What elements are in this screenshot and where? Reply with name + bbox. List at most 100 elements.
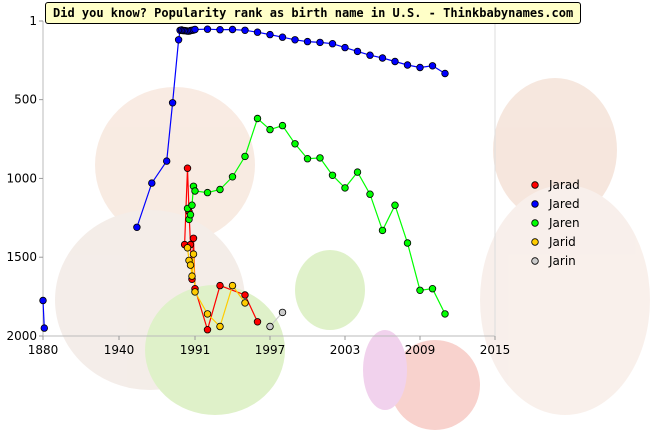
data-point-jaren bbox=[241, 152, 249, 161]
data-point-jarid bbox=[203, 310, 212, 318]
data-point-jaren bbox=[266, 125, 274, 134]
data-point-jarin bbox=[266, 322, 274, 331]
y-tick-label: 2000 bbox=[6, 329, 37, 343]
data-point-jaren bbox=[188, 201, 196, 209]
legend-label-jarad: Jarad bbox=[548, 178, 580, 192]
data-point-jared bbox=[39, 296, 47, 305]
data-point-jared bbox=[441, 69, 449, 78]
data-point-jaren bbox=[203, 188, 212, 197]
x-tick-label: 1997 bbox=[255, 343, 286, 357]
series-points bbox=[39, 25, 449, 334]
data-point-jaren bbox=[353, 168, 362, 176]
data-point-jarid bbox=[216, 322, 224, 331]
x-tick-label: 1991 bbox=[180, 343, 211, 357]
y-tick-label: 1 bbox=[29, 14, 37, 28]
data-point-jaren bbox=[416, 286, 424, 294]
data-point-jaren bbox=[216, 185, 224, 194]
y-tick-label: 1500 bbox=[6, 250, 37, 264]
data-point-jaren bbox=[403, 239, 412, 247]
legend-label-jared: Jared bbox=[548, 197, 580, 211]
green-toy bbox=[145, 285, 285, 415]
legend-label-jarid: Jarid bbox=[548, 235, 576, 249]
data-point-jared bbox=[266, 30, 274, 39]
legend-marker-jarid bbox=[531, 238, 539, 246]
data-point-jared bbox=[366, 51, 374, 59]
data-point-jaren bbox=[228, 173, 237, 181]
legend-marker-jaren bbox=[531, 219, 539, 227]
legend-label-jaren: Jaren bbox=[548, 216, 580, 230]
data-point-jarid bbox=[241, 299, 249, 307]
data-point-jared bbox=[428, 62, 437, 70]
data-point-jaren bbox=[328, 171, 337, 179]
data-point-jared bbox=[168, 99, 177, 107]
data-point-jared bbox=[241, 26, 249, 34]
data-point-jared bbox=[162, 157, 171, 165]
colored-ball bbox=[390, 340, 480, 430]
x-tick-label: 2009 bbox=[405, 343, 436, 357]
data-point-jared bbox=[403, 61, 412, 69]
data-point-jarad bbox=[189, 234, 198, 242]
data-point-jarad bbox=[241, 291, 249, 299]
data-point-jared bbox=[328, 40, 337, 48]
y-tick-label: 1000 bbox=[6, 171, 37, 185]
data-point-jared bbox=[253, 28, 262, 36]
data-point-jaren bbox=[191, 187, 199, 195]
legend-marker-jared bbox=[531, 200, 539, 208]
baby-left-body bbox=[55, 210, 245, 390]
data-point-jarin bbox=[278, 308, 287, 317]
data-point-jared bbox=[341, 43, 349, 52]
data-point-jared bbox=[133, 223, 141, 231]
series-line-jaren bbox=[186, 117, 446, 315]
baby-right-head bbox=[493, 78, 617, 222]
data-point-jaren bbox=[253, 114, 262, 123]
data-point-jarad bbox=[183, 164, 192, 172]
data-point-jared bbox=[203, 25, 212, 33]
legend-label-jarin: Jarin bbox=[548, 254, 576, 268]
data-point-jarid bbox=[186, 261, 195, 269]
data-point-jaren bbox=[441, 310, 449, 318]
data-point-jared bbox=[291, 36, 299, 44]
data-point-jared bbox=[40, 324, 48, 332]
y-tick-label: 500 bbox=[14, 93, 37, 107]
legend: Jarad Jared Jaren Jarid Jarin bbox=[531, 178, 580, 268]
x-tick-label: 1940 bbox=[104, 343, 135, 357]
legend-marker-jarin bbox=[531, 257, 539, 265]
x-tick-label: 1880 bbox=[28, 343, 59, 357]
series-line-jared bbox=[136, 28, 446, 228]
data-point-jared bbox=[416, 63, 424, 72]
data-point-jarid bbox=[191, 288, 199, 296]
data-point-jared bbox=[228, 25, 237, 34]
data-point-jaren bbox=[186, 210, 195, 219]
data-point-jared bbox=[391, 57, 399, 66]
data-point-jaren bbox=[291, 140, 299, 148]
legend-marker-jarad bbox=[531, 181, 539, 189]
green-toy-2 bbox=[295, 250, 365, 330]
data-point-jared bbox=[353, 47, 362, 56]
data-point-jared bbox=[303, 37, 312, 46]
data-point-jared bbox=[316, 38, 324, 47]
x-tick-label: 2015 bbox=[480, 343, 511, 357]
data-point-jaren bbox=[303, 154, 312, 163]
data-point-jaren bbox=[341, 184, 349, 192]
data-point-jaren bbox=[428, 285, 437, 293]
data-point-jaren bbox=[278, 121, 287, 130]
data-point-jaren bbox=[316, 154, 324, 162]
data-point-jarad bbox=[203, 326, 212, 334]
x-tick-label: 2003 bbox=[330, 343, 361, 357]
data-point-jared bbox=[174, 36, 183, 44]
data-point-jarid bbox=[188, 272, 196, 280]
data-point-jarad bbox=[216, 281, 224, 290]
data-point-jared bbox=[148, 179, 156, 187]
data-point-jaren bbox=[391, 201, 399, 209]
data-point-jarid bbox=[189, 250, 198, 258]
series-line-jared bbox=[42, 300, 45, 329]
data-point-jarid bbox=[228, 281, 237, 290]
data-point-jaren bbox=[378, 226, 387, 235]
series-lines bbox=[42, 28, 446, 332]
pink-toy bbox=[363, 330, 407, 410]
data-point-jaren bbox=[366, 190, 374, 198]
data-point-jared bbox=[216, 26, 224, 34]
